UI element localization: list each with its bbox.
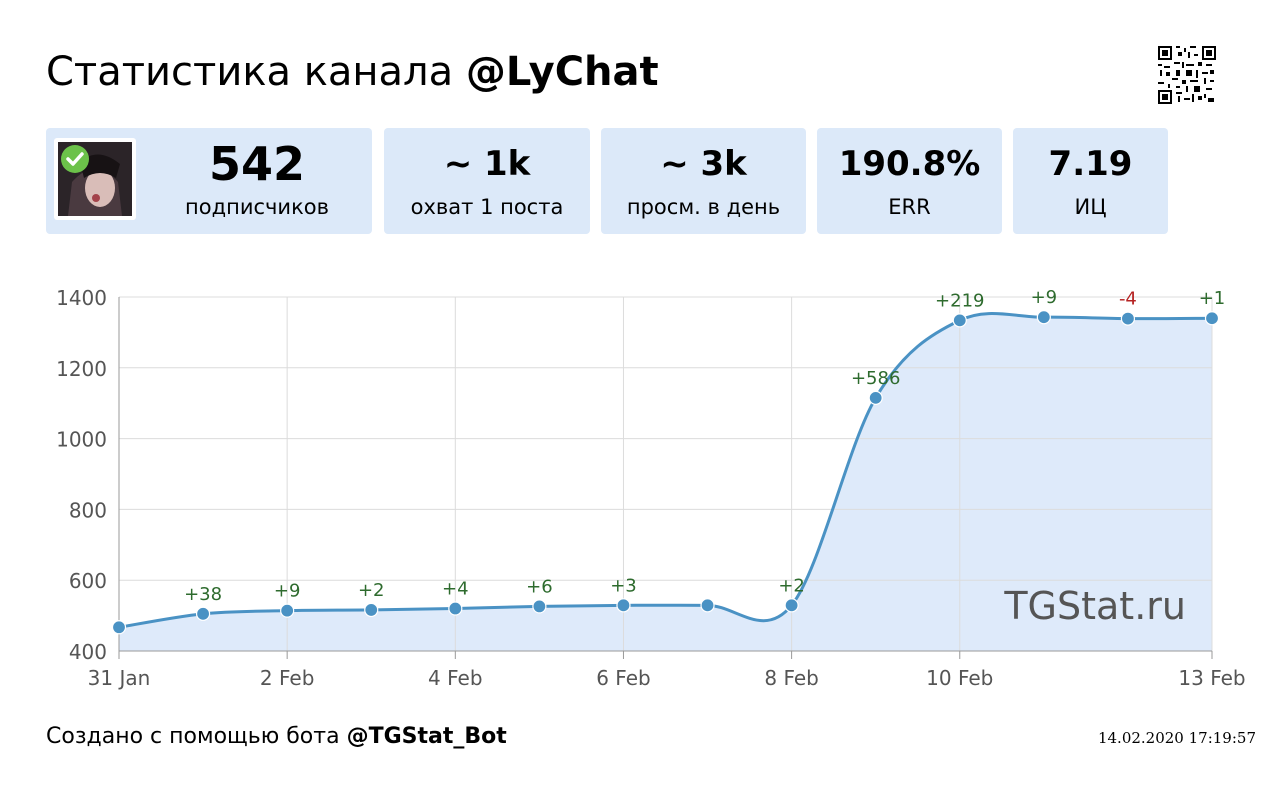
daily-views-value: ~ 3k [660, 144, 747, 184]
reach-card: ~ 1k охват 1 поста [384, 128, 590, 234]
footer-prefix: Создано с помощью бота [46, 724, 347, 749]
data-point [616, 598, 631, 613]
data-label: +3 [610, 575, 637, 596]
data-label: +9 [1031, 287, 1058, 308]
data-point [195, 606, 211, 621]
data-point [532, 599, 547, 614]
err-value: 190.8% [838, 144, 981, 184]
data-point [952, 313, 967, 328]
err-card: 190.8% ERR [817, 128, 1002, 234]
x-tick-label: 2 Feb [260, 666, 315, 690]
y-tick-label: 400 [69, 640, 107, 664]
data-point [784, 598, 799, 613]
data-label: +38 [184, 584, 222, 605]
daily-views-card: ~ 3k просм. в день [601, 128, 806, 234]
data-label: +6 [526, 576, 553, 597]
data-point [1204, 311, 1220, 326]
timestamp: 14.02.2020 17:19:57 [1097, 729, 1256, 747]
bot-link[interactable]: @TGStat_Bot [346, 724, 507, 749]
data-label: +586 [851, 368, 900, 389]
reach-value: ~ 1k [443, 144, 531, 184]
x-tick-label: 31 Jan [88, 666, 151, 690]
err-label: ERR [888, 195, 931, 219]
reach-label: охват 1 поста [410, 195, 564, 219]
chart-area-fill [119, 313, 1212, 651]
data-point [111, 620, 127, 635]
x-tick-label: 13 Feb [1178, 666, 1245, 690]
data-label: +1 [1199, 288, 1226, 309]
data-point [280, 603, 295, 618]
qr-code-icon [1158, 46, 1216, 104]
subscribers-chart: 400 600 800 1000 1200 1400 31 Jan 2 Feb 4 Feb 6 F… [56, 286, 1246, 690]
x-tick-label: 8 Feb [764, 666, 819, 690]
data-point [700, 598, 715, 613]
x-tick-label: 4 Feb [428, 666, 483, 690]
data-point [1120, 311, 1136, 326]
data-point [364, 602, 379, 618]
data-label: +219 [935, 290, 984, 311]
channel-name: @LyChat [465, 49, 659, 95]
avatar [54, 138, 136, 220]
data-label: +2 [778, 575, 805, 596]
data-label: +4 [442, 579, 469, 600]
footer-credit: Создано с помощью бота @TGStat_Bot [46, 724, 507, 749]
subscribers-label: подписчиков [185, 195, 329, 219]
ic-value: 7.19 [1048, 144, 1133, 184]
y-tick-label: 600 [69, 569, 107, 593]
x-tick-label: 6 Feb [596, 666, 651, 690]
page-title: Статистика канала @LyChat [46, 44, 659, 100]
daily-views-label: просм. в день [626, 195, 781, 219]
y-tick-label: 1400 [56, 286, 107, 310]
watermark: TGStat.ru [1003, 584, 1186, 628]
series-line [118, 312, 1213, 629]
subscribers-value: 542 [208, 137, 306, 191]
verified-badge-icon [61, 145, 89, 173]
y-tick-label: 1200 [56, 357, 107, 381]
data-point [1036, 310, 1051, 325]
x-tick-label: 10 Feb [926, 666, 993, 690]
y-tick-label: 1000 [56, 428, 107, 452]
y-tick-label: 800 [69, 498, 107, 522]
data-point [868, 390, 883, 405]
data-point [448, 601, 463, 616]
subscribers-card: 542 подписчиков [46, 128, 372, 234]
data-label: +9 [274, 581, 301, 602]
data-label: -4 [1119, 289, 1137, 310]
title-prefix: Статистика канала [46, 49, 466, 95]
ic-label: ИЦ [1074, 195, 1107, 219]
data-label: +2 [358, 580, 385, 601]
ic-card: 7.19 ИЦ [1013, 128, 1168, 234]
